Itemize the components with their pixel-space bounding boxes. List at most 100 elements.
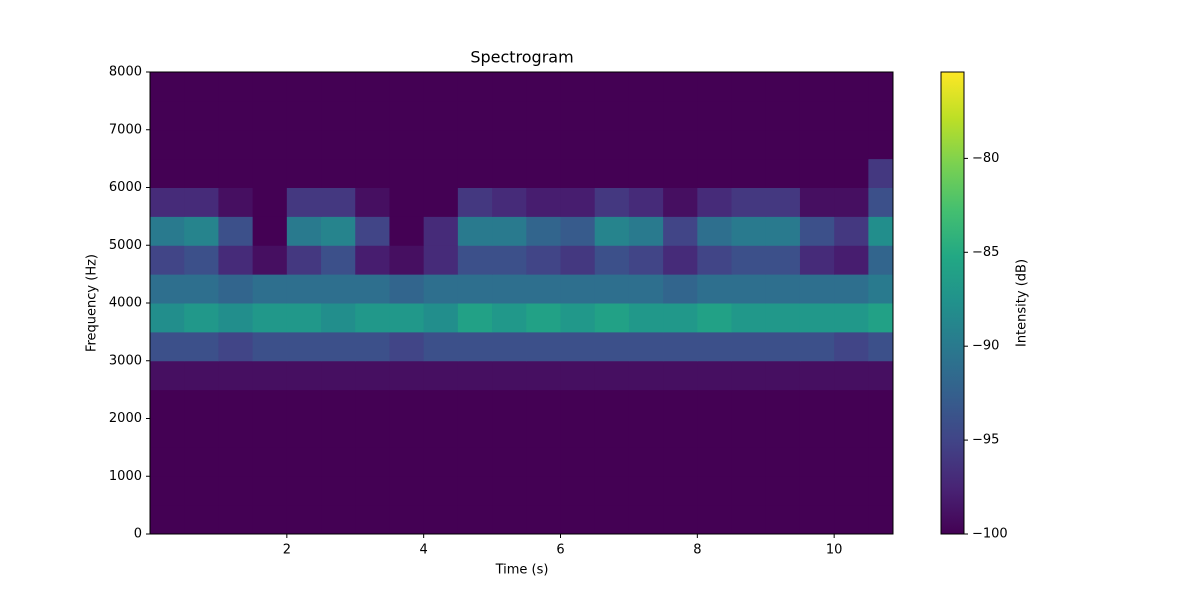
heatmap-cell <box>663 129 698 160</box>
heatmap-cell <box>423 418 459 448</box>
heatmap-cell <box>834 331 869 362</box>
heatmap-cell <box>765 505 801 535</box>
heatmap-cell <box>218 187 254 217</box>
heatmap-cell <box>355 331 390 362</box>
heatmap-cell <box>184 187 219 217</box>
heatmap-cell <box>492 129 527 160</box>
heatmap-cell <box>799 158 835 188</box>
heatmap-cell <box>731 389 767 419</box>
heatmap-cell <box>526 447 561 477</box>
heatmap-cell <box>628 505 664 535</box>
heatmap-cell <box>526 389 561 419</box>
heatmap-cell <box>423 216 459 246</box>
heatmap-cell <box>355 129 390 160</box>
heatmap-cell <box>834 158 869 188</box>
heatmap-cell <box>560 245 596 275</box>
heatmap-cell <box>286 389 322 419</box>
heatmap-cell <box>355 72 390 102</box>
heatmap-cell <box>663 360 698 391</box>
heatmap-cell <box>799 360 835 391</box>
heatmap-cell <box>765 216 801 246</box>
heatmap-cell <box>321 331 356 362</box>
heatmap-cell <box>765 360 801 391</box>
heatmap-cell <box>252 129 288 160</box>
heatmap-cell <box>423 360 459 391</box>
heatmap-cell <box>834 72 869 102</box>
heatmap-cell <box>321 72 356 102</box>
heatmap-cell <box>184 476 219 506</box>
heatmap-cell <box>526 303 561 333</box>
heatmap-cell <box>286 216 322 246</box>
heatmap-cell <box>731 158 767 188</box>
heatmap-cell <box>286 72 322 102</box>
colorbar-tick-label: −80 <box>972 151 999 166</box>
heatmap-cell <box>731 129 767 160</box>
heatmap-cell <box>184 129 219 160</box>
heatmap-cell <box>355 100 390 131</box>
heatmap-cell <box>594 274 630 304</box>
heatmap-cell <box>868 360 894 391</box>
heatmap-cell <box>389 245 425 275</box>
heatmap-cell <box>765 303 801 333</box>
heatmap-cell <box>594 303 630 333</box>
heatmap-cell <box>492 389 527 419</box>
heatmap-cell <box>663 389 698 419</box>
heatmap-cell <box>184 418 219 448</box>
heatmap-cell <box>150 476 185 506</box>
heatmap-cell <box>457 360 493 391</box>
heatmap-cell <box>663 331 698 362</box>
heatmap-cell <box>731 245 767 275</box>
heatmap-cell <box>389 216 425 246</box>
heatmap-cell <box>150 331 185 362</box>
heatmap-cell <box>731 331 767 362</box>
heatmap-cell <box>628 476 664 506</box>
heatmap-cell <box>286 100 322 131</box>
y-tick-label: 7000 <box>109 122 142 137</box>
heatmap-cell <box>423 389 459 419</box>
heatmap-cell <box>834 418 869 448</box>
heatmap-cell <box>150 505 185 535</box>
heatmap-cell <box>492 418 527 448</box>
heatmap-cell <box>868 216 894 246</box>
heatmap-cell <box>457 245 493 275</box>
heatmap-cell <box>252 389 288 419</box>
heatmap-cell <box>321 274 356 304</box>
heatmap-cell <box>252 303 288 333</box>
heatmap-cell <box>286 187 322 217</box>
heatmap-cell <box>594 331 630 362</box>
heatmap-cell <box>834 216 869 246</box>
heatmap-cell <box>526 331 561 362</box>
heatmap-cell <box>868 274 894 304</box>
heatmap-cell <box>594 187 630 217</box>
heatmap-cell <box>799 303 835 333</box>
heatmap-cell <box>184 216 219 246</box>
heatmap-cell <box>731 187 767 217</box>
x-tick-label: 6 <box>556 543 564 558</box>
heatmap-cell <box>697 245 733 275</box>
x-tick-label: 10 <box>826 543 843 558</box>
heatmap-cell <box>184 331 219 362</box>
heatmap-cell <box>628 418 664 448</box>
heatmap-cell <box>765 129 801 160</box>
heatmap-cell <box>286 303 322 333</box>
heatmap-cell <box>492 245 527 275</box>
heatmap-cell <box>594 505 630 535</box>
heatmap-cell <box>594 389 630 419</box>
heatmap-cell <box>389 303 425 333</box>
heatmap-cell <box>697 418 733 448</box>
heatmap-cell <box>321 129 356 160</box>
heatmap-cell <box>799 274 835 304</box>
heatmap-cell <box>150 418 185 448</box>
heatmap-cell <box>423 505 459 535</box>
heatmap-cell <box>218 360 254 391</box>
heatmap-cell <box>492 360 527 391</box>
heatmap-cell <box>834 245 869 275</box>
heatmap-cell <box>252 476 288 506</box>
heatmap-cell <box>594 447 630 477</box>
heatmap-cell <box>423 187 459 217</box>
heatmap-cell <box>184 360 219 391</box>
heatmap-cell <box>218 331 254 362</box>
heatmap-cell <box>423 447 459 477</box>
heatmap-cell <box>731 418 767 448</box>
heatmap-cell <box>252 187 288 217</box>
